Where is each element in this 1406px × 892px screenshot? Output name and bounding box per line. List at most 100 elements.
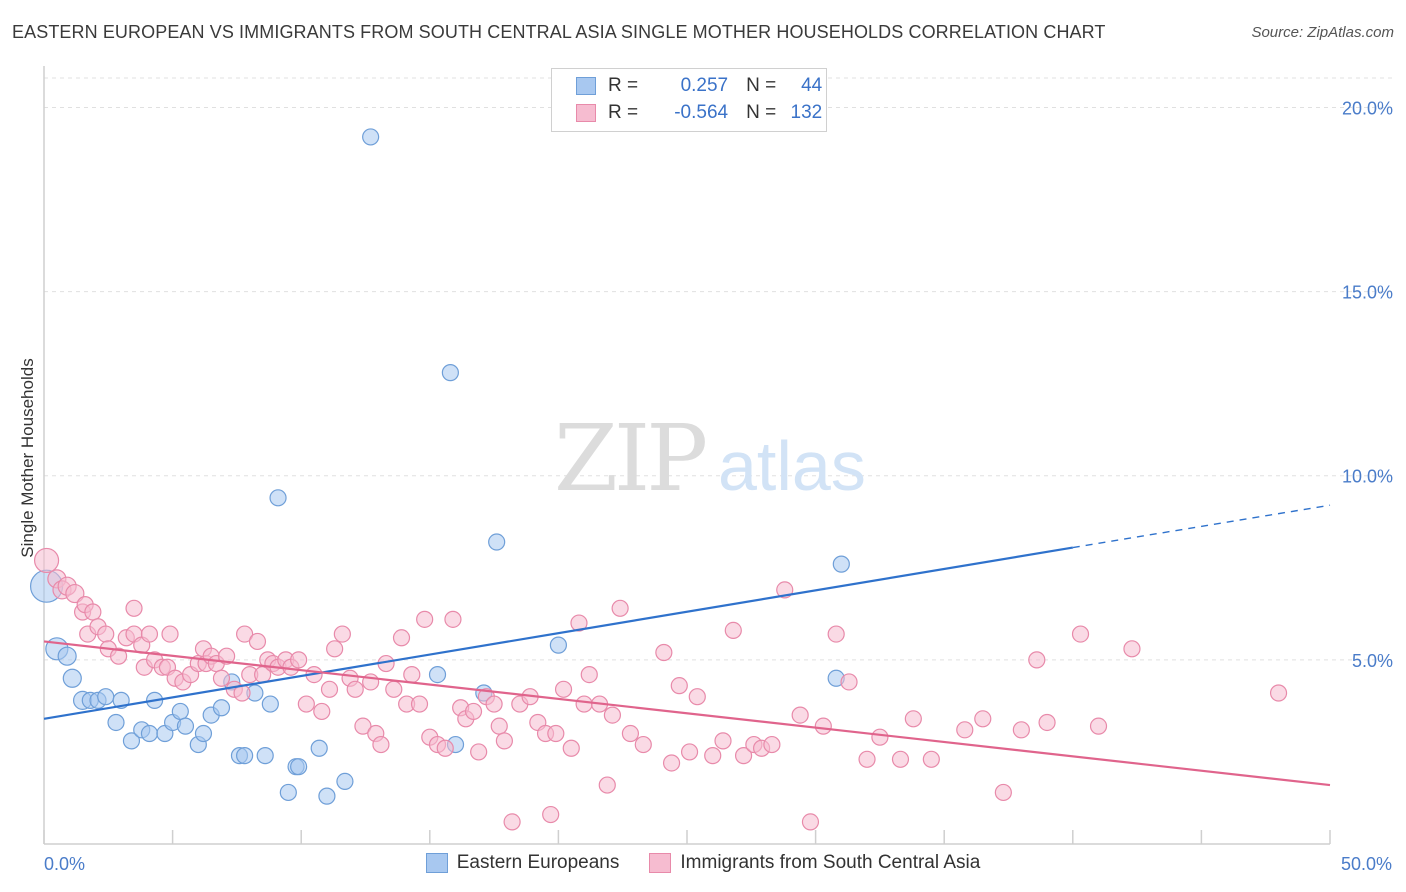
series-legend: Eastern Europeans Immigrants from South …: [0, 852, 1406, 874]
south-central-asia-point: [320, 680, 339, 698]
south-central-asia-point: [1028, 651, 1046, 669]
legend-swatch-pink: [649, 853, 672, 873]
south-central-asia-point: [490, 717, 508, 735]
south-central-asia-point: [1012, 721, 1030, 739]
south-central-asia-point: [346, 680, 364, 698]
south-central-asia-point: [464, 702, 483, 721]
south-central-asia-point: [354, 717, 372, 735]
south-central-asia-point: [297, 695, 315, 713]
eastern-european-point: [428, 665, 447, 684]
tick-labels: 5.0% 10.0% 15.0% 20.0% 0.0% 50.0%: [44, 98, 1393, 874]
south-central-asia-point: [236, 625, 254, 643]
south-central-asia-point: [611, 599, 629, 617]
legend-n-value: 44: [801, 75, 823, 96]
eastern-european-trendline: [43, 546, 1073, 720]
south-central-asia-point: [109, 647, 128, 665]
legend-item-south-central-asia: Immigrants from South Central Asia: [649, 852, 980, 874]
legend-swatch-blue: [425, 853, 448, 873]
watermark-zip: ZIP: [554, 405, 705, 512]
south-central-asia-point: [791, 706, 809, 724]
south-central-asia-point: [801, 813, 820, 831]
south-central-asia-point: [326, 640, 344, 658]
south-central-asia-point: [724, 621, 742, 640]
legend-swatch-blue: [576, 77, 596, 95]
south-central-asia-point: [410, 695, 429, 713]
eastern-european-point: [269, 489, 287, 507]
eastern-european-point: [57, 646, 77, 666]
eastern-european-point: [194, 724, 213, 743]
south-central-asia-point: [1269, 684, 1288, 702]
eastern-european-point: [290, 758, 308, 776]
south-central-asia-point: [714, 732, 732, 750]
south-central-asia-point: [827, 625, 845, 643]
south-central-asia-point: [688, 688, 706, 706]
eastern-european-point: [140, 724, 159, 743]
eastern-european-point: [256, 747, 274, 765]
legend-n-label: N =: [746, 75, 777, 96]
y-tick-label: 15.0%: [1342, 283, 1393, 303]
south-central-asia-point: [1089, 717, 1108, 735]
south-central-asia-point: [1123, 640, 1141, 658]
eastern-european-trendline-extension: [1072, 504, 1331, 549]
south-central-asia-point: [436, 739, 454, 757]
y-tick-label: 20.0%: [1342, 98, 1393, 118]
eastern-european-point: [107, 713, 125, 732]
trend-layer: [43, 504, 1331, 787]
source-label: Source: ZipAtlas.com: [1251, 24, 1394, 41]
y-tick-label: 5.0%: [1352, 651, 1393, 671]
x-tick-label: 50.0%: [1341, 854, 1392, 874]
legend-r-label: R =: [608, 102, 639, 123]
south-central-asia-point: [372, 735, 390, 754]
south-central-asia-point: [290, 651, 308, 669]
south-central-asia-point: [570, 614, 588, 632]
eastern-european-point: [549, 636, 568, 654]
eastern-european-point: [122, 732, 141, 750]
south-central-asia-point: [904, 710, 922, 728]
south-central-asia-point: [97, 625, 115, 643]
south-central-asia-trendline: [43, 640, 1331, 787]
eastern-european-point: [362, 128, 380, 146]
eastern-european-point: [310, 739, 328, 757]
eastern-european-point: [97, 688, 115, 706]
legend-label: Eastern Europeans: [456, 852, 620, 873]
eastern-european-point: [279, 783, 297, 802]
south-central-asia-point: [670, 677, 688, 695]
south-central-asia-point: [598, 776, 616, 794]
south-central-asia-point: [1038, 713, 1056, 732]
legend-r-value: -0.564: [674, 102, 729, 123]
south-central-asia-point: [125, 599, 143, 617]
south-central-asia-point: [542, 805, 560, 824]
legend-row-south-central-asia: R = -0.564 N = 132: [576, 101, 822, 125]
south-central-asia-point: [161, 625, 179, 643]
legend-r-value: 0.257: [680, 75, 729, 96]
south-central-asia-point: [580, 665, 598, 684]
eastern-european-point: [212, 699, 231, 717]
south-central-asia-point: [503, 813, 521, 831]
south-central-asia-point: [554, 680, 573, 698]
south-central-asia-point: [248, 632, 267, 651]
legend-swatch-pink: [576, 104, 596, 122]
eastern-european-point: [171, 702, 189, 721]
legend-n-value: 132: [790, 102, 823, 123]
x-tick-label: 0.0%: [44, 854, 85, 874]
south-central-asia-point: [218, 647, 236, 665]
south-central-asia-point: [65, 583, 85, 604]
south-central-asia-point: [871, 728, 889, 746]
south-central-asia-point: [392, 629, 411, 647]
south-central-asia-point: [313, 702, 331, 721]
south-central-asia-point: [621, 724, 640, 743]
legend-r-label: R =: [608, 75, 639, 96]
eastern-european-point: [176, 717, 195, 735]
eastern-european-point: [261, 695, 279, 713]
south-central-asia-point: [655, 643, 673, 662]
chart-title: EASTERN EUROPEAN VS IMMIGRANTS FROM SOUT…: [12, 22, 1106, 42]
eastern-european-point: [236, 747, 254, 765]
south-central-asia-point: [1071, 625, 1090, 643]
watermark-atlas: atlas: [718, 427, 866, 505]
eastern-european-point: [62, 668, 82, 688]
y-tick-label: 10.0%: [1342, 467, 1393, 487]
south-central-asia-point: [416, 610, 434, 628]
legend-row-eastern-europeans: R = 0.257 N = 44: [576, 74, 822, 98]
south-central-asia-point: [763, 735, 781, 754]
